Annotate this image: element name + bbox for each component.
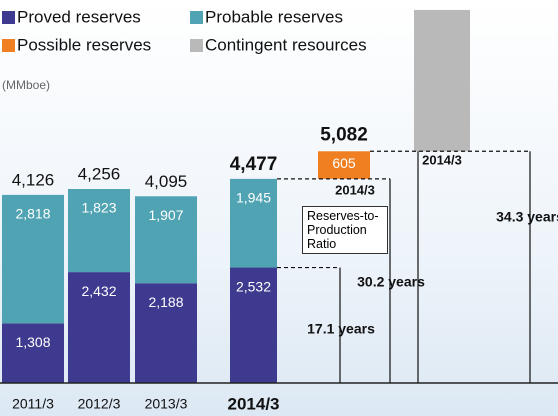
bar-segment	[318, 151, 370, 179]
bar-segment	[414, 9, 470, 152]
x-tick-label: 2011/3	[12, 396, 54, 412]
ratio-value: 34.3 years	[496, 209, 558, 225]
value-label: 1,907	[148, 207, 183, 223]
legend-label: Possible reserves	[17, 35, 151, 54]
bar-segment	[135, 283, 197, 383]
bar-segment	[2, 323, 64, 383]
total-label: 5,082	[320, 124, 368, 145]
value-label: 605	[332, 155, 356, 171]
value-label: 2,818	[15, 206, 50, 222]
bar-segment	[230, 267, 277, 383]
legend-label: Contingent resources	[205, 35, 367, 54]
total-label: 4,095	[145, 172, 188, 191]
value-label: 1,945	[236, 190, 271, 206]
legend-label: Probable reserves	[205, 7, 343, 26]
unit-label: (MMboe)	[2, 78, 50, 92]
x-tick-label: 2014/3	[228, 394, 280, 413]
value-label: 2,432	[81, 283, 116, 299]
bar-segment	[2, 194, 64, 324]
value-label: 1,308	[15, 334, 50, 350]
legend-swatch	[2, 39, 15, 52]
bar-segment	[230, 178, 277, 268]
value-label: 1,823	[81, 200, 116, 216]
bar-segment	[68, 272, 130, 383]
x-tick-label: 2013/3	[145, 396, 188, 412]
ratio-value: 17.1 years	[307, 321, 375, 337]
total-label: 4,126	[12, 170, 55, 189]
x-tick-label: 2012/3	[78, 396, 121, 412]
legend-swatch	[190, 11, 203, 24]
total-label: 4,477	[230, 154, 278, 175]
legend-swatch	[2, 11, 15, 24]
legend-swatch	[190, 39, 203, 52]
date-label: 2014/3	[335, 182, 375, 197]
bar-segment	[68, 188, 130, 273]
bar-segment	[135, 196, 197, 284]
ratio-value: 30.2 years	[357, 274, 425, 290]
value-label: 2,188	[148, 294, 183, 310]
date-label: 2014/3	[422, 153, 462, 168]
ratio-label: Reserves-to-Production Ratio	[302, 206, 388, 254]
value-label: 2,532	[236, 278, 271, 294]
legend-label: Proved reserves	[17, 7, 141, 26]
total-label: 4,256	[78, 164, 121, 183]
